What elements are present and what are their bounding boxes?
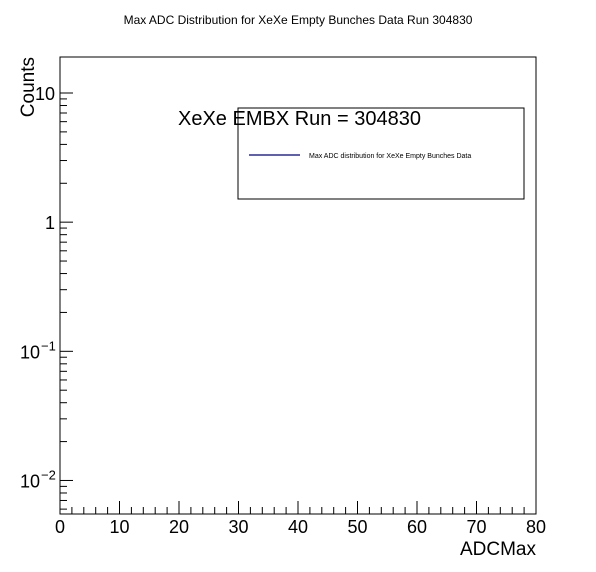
y-tick-label: 10 [20,342,40,362]
legend: Max ADC distribution for XeXe Empty Bunc… [237,107,525,200]
x-tick-label: 40 [288,517,308,537]
y-tick-exponent: −2 [41,467,56,482]
x-tick-label: 60 [407,517,427,537]
chart-title: Max ADC Distribution for XeXe Empty Bunc… [124,13,473,27]
x-tick-label: 10 [109,517,129,537]
x-axis-ticks: 0 10 20 30 40 50 60 70 80 [55,501,546,537]
x-tick-label: 80 [526,517,546,537]
run-annotation: XeXe EMBX Run = 304830 [178,108,421,130]
x-tick-label: 70 [466,517,486,537]
y-tick-label: 1 [45,213,55,233]
legend-box [237,107,525,200]
y-tick-exponent: −1 [41,338,56,353]
y-tick-label: 10 [35,84,55,104]
y-tick-label: 10 [20,471,40,491]
x-axis-label: ADCMax [460,539,537,560]
y-axis-label: Counts [18,57,39,117]
x-tick-label: 30 [228,517,248,537]
x-tick-label: 0 [55,517,65,537]
x-tick-label: 50 [347,517,367,537]
x-tick-label: 20 [169,517,189,537]
legend-series-label: Max ADC distribution for XeXe Empty Bunc… [309,153,471,160]
